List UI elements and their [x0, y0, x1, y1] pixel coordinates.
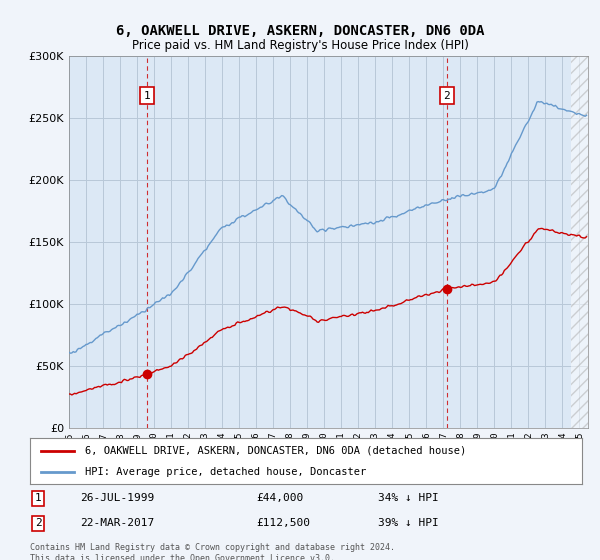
Text: 34% ↓ HPI: 34% ↓ HPI	[378, 493, 439, 503]
Bar	[571, 56, 588, 428]
Text: £44,000: £44,000	[256, 493, 304, 503]
Text: 22-MAR-2017: 22-MAR-2017	[80, 519, 154, 529]
Text: £112,500: £112,500	[256, 519, 310, 529]
Text: 6, OAKWELL DRIVE, ASKERN, DONCASTER, DN6 0DA (detached house): 6, OAKWELL DRIVE, ASKERN, DONCASTER, DN6…	[85, 446, 466, 456]
Text: 39% ↓ HPI: 39% ↓ HPI	[378, 519, 439, 529]
Text: Contains HM Land Registry data © Crown copyright and database right 2024.
This d: Contains HM Land Registry data © Crown c…	[30, 543, 395, 560]
Text: 2: 2	[35, 519, 41, 529]
Text: 1: 1	[143, 91, 151, 101]
Text: 1: 1	[35, 493, 41, 503]
Text: Price paid vs. HM Land Registry's House Price Index (HPI): Price paid vs. HM Land Registry's House …	[131, 39, 469, 52]
Text: 2: 2	[443, 91, 451, 101]
Text: 26-JUL-1999: 26-JUL-1999	[80, 493, 154, 503]
Text: 6, OAKWELL DRIVE, ASKERN, DONCASTER, DN6 0DA: 6, OAKWELL DRIVE, ASKERN, DONCASTER, DN6…	[116, 24, 484, 38]
Text: HPI: Average price, detached house, Doncaster: HPI: Average price, detached house, Donc…	[85, 467, 367, 477]
Bar	[571, 56, 588, 428]
